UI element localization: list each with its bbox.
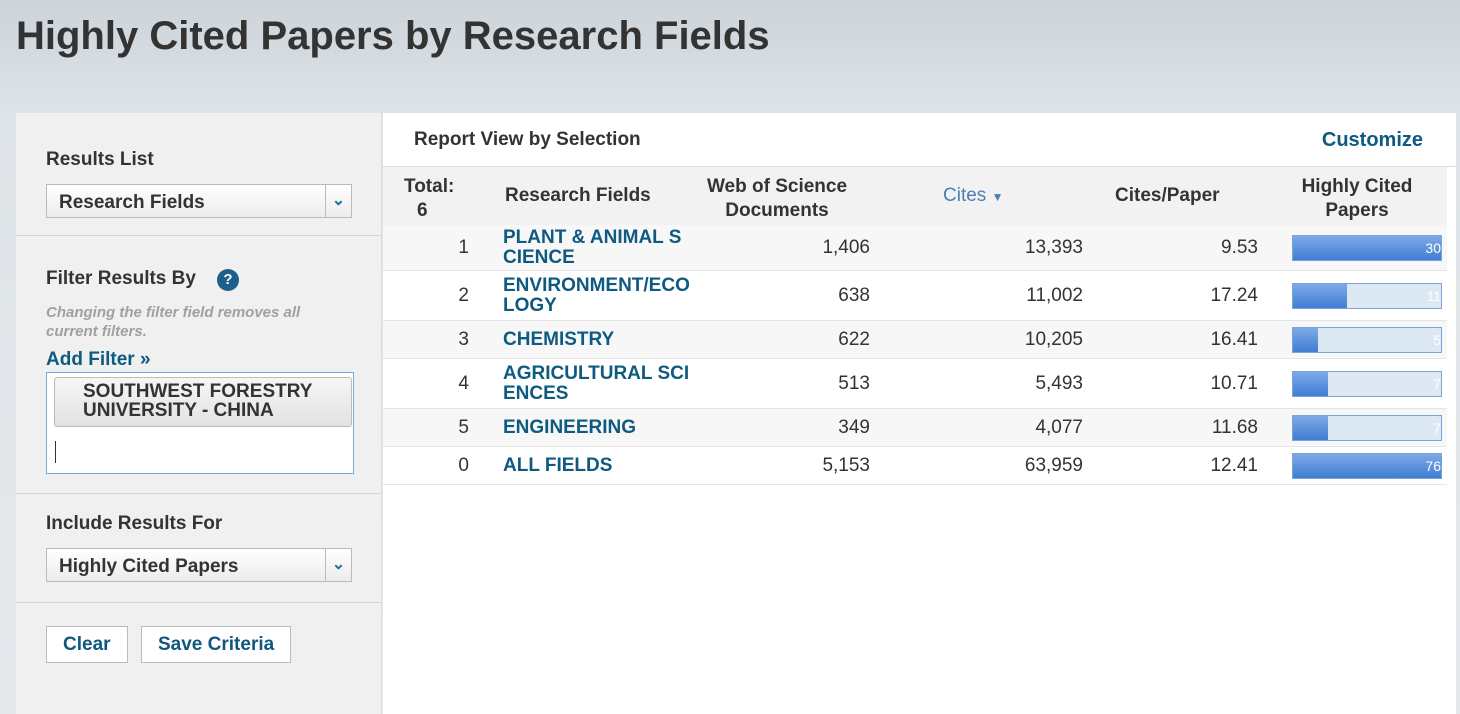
page-title: Highly Cited Papers by Research Fields <box>16 14 770 58</box>
field-link[interactable]: AGRICULTURAL SCIENCES <box>503 363 690 404</box>
rank: 2 <box>458 285 469 306</box>
bar-label: 7 <box>1433 420 1441 436</box>
clear-button[interactable]: Clear <box>46 626 128 663</box>
bar <box>1293 236 1441 260</box>
customize-link[interactable]: Customize <box>1321 129 1423 151</box>
cites-per-paper: 10.71 <box>1210 373 1258 394</box>
rank: 5 <box>458 417 469 438</box>
bar-label: 11 <box>1426 288 1441 304</box>
report-panel: Report View by Selection Customize Total… <box>383 113 1456 714</box>
documents: 622 <box>838 329 870 350</box>
bar <box>1293 454 1441 478</box>
bar <box>1293 284 1348 308</box>
col-header: Web of Science Documents <box>706 176 848 221</box>
documents: 5,153 <box>822 455 870 476</box>
bar-track: 76 <box>1292 453 1442 479</box>
cites: 13,393 <box>1024 237 1083 258</box>
table-row: 3 CHEMISTRY 622 10,205 16.41 5 <box>383 321 1447 359</box>
cites: 5,493 <box>1035 373 1083 394</box>
help-icon[interactable]: ? <box>217 269 239 291</box>
include-label: Include Results For <box>46 513 223 534</box>
bar-label: 7 <box>1433 376 1441 392</box>
bar-label: 76 <box>1425 458 1441 474</box>
save-criteria-button[interactable]: Save Criteria <box>141 626 292 663</box>
col-header: Cites/Paper <box>1115 185 1220 206</box>
cites-per-paper: 11.68 <box>1211 417 1258 438</box>
table-row: 5 ENGINEERING 349 4,077 11.68 7 <box>383 409 1447 447</box>
bar-track: 5 <box>1292 327 1442 353</box>
add-filter-link[interactable]: Add Filter » <box>46 349 151 370</box>
rank: 4 <box>458 373 469 394</box>
bar <box>1293 328 1318 352</box>
cites-per-paper: 16.41 <box>1210 329 1258 350</box>
cites-per-paper: 12.41 <box>1210 455 1258 476</box>
total-count: 6 <box>417 200 428 221</box>
cites-per-paper: 9.53 <box>1221 237 1258 258</box>
bar-label: 5 <box>1433 332 1441 348</box>
filter-label: Filter Results By <box>46 268 196 289</box>
bar <box>1293 416 1328 440</box>
sort-header: Cites <box>943 185 987 206</box>
report-title: Report View by Selection <box>414 129 641 150</box>
select-value: Research Fields <box>59 192 205 213</box>
col-header: Research Fields <box>505 185 651 206</box>
bar-track: 7 <box>1292 371 1442 397</box>
documents: 638 <box>838 285 870 306</box>
filter-box[interactable]: SOUTHWEST FORESTRY UNIVERSITY - CHINA <box>46 372 354 474</box>
rank: 3 <box>458 329 469 350</box>
field-link[interactable]: ALL FIELDS <box>503 455 613 476</box>
table-row: 1 PLANT & ANIMAL SCIENCE 1,406 13,393 9.53 30 <box>383 225 1447 271</box>
rank: 1 <box>458 237 469 258</box>
field-link[interactable]: ENGINEERING <box>503 417 637 438</box>
filter-note: Changing the filter field removes all cu… <box>46 304 301 340</box>
documents: 513 <box>838 373 870 394</box>
total-label: Total: <box>404 176 455 197</box>
col-header[interactable]: Cites ▼ <box>943 185 1004 206</box>
results-list-select[interactable]: Research Fields ⌄ <box>46 184 352 218</box>
cites: 11,002 <box>1026 285 1083 306</box>
documents: 1,406 <box>822 237 870 258</box>
bar-track: 7 <box>1292 415 1442 441</box>
bar <box>1293 372 1328 396</box>
bar-track: 11 <box>1292 283 1442 309</box>
table-row: 0 ALL FIELDS 5,153 63,959 12.41 76 <box>383 447 1447 485</box>
table-row: 2 ENVIRONMENT/ECOLOGY 638 11,002 17.24 11 <box>383 271 1447 321</box>
sidebar: Results List Research Fields ⌄ Filter Res… <box>16 113 382 714</box>
bar-label: 30 <box>1425 240 1441 256</box>
rank: 0 <box>458 455 469 476</box>
field-link[interactable]: ENVIRONMENT/ECOLOGY <box>503 275 690 316</box>
field-link[interactable]: PLANT & ANIMAL SCIENCE <box>503 227 682 268</box>
field-link[interactable]: CHEMISTRY <box>503 329 615 350</box>
bar-track: 30 <box>1292 235 1442 261</box>
include-select[interactable]: Highly Cited Papers ⌄ <box>46 548 352 582</box>
cites: 4,077 <box>1035 417 1083 438</box>
col-header: Highly Cited Papers <box>1301 176 1413 221</box>
cites: 63,959 <box>1024 455 1083 476</box>
documents: 349 <box>838 417 870 438</box>
table-row: 4 AGRICULTURAL SCIENCES 513 5,493 10.71 7 <box>383 359 1447 409</box>
filter-tag[interactable]: SOUTHWEST FORESTRY UNIVERSITY - CHINA <box>54 377 352 427</box>
results-list-label: Results List <box>46 149 154 170</box>
cites-per-paper: 17.24 <box>1210 285 1258 306</box>
table-header: Total: 6 Research Fields Web of Science … <box>383 167 1447 225</box>
select-value: Highly Cited Papers <box>59 556 239 577</box>
cites: 10,205 <box>1024 329 1083 350</box>
